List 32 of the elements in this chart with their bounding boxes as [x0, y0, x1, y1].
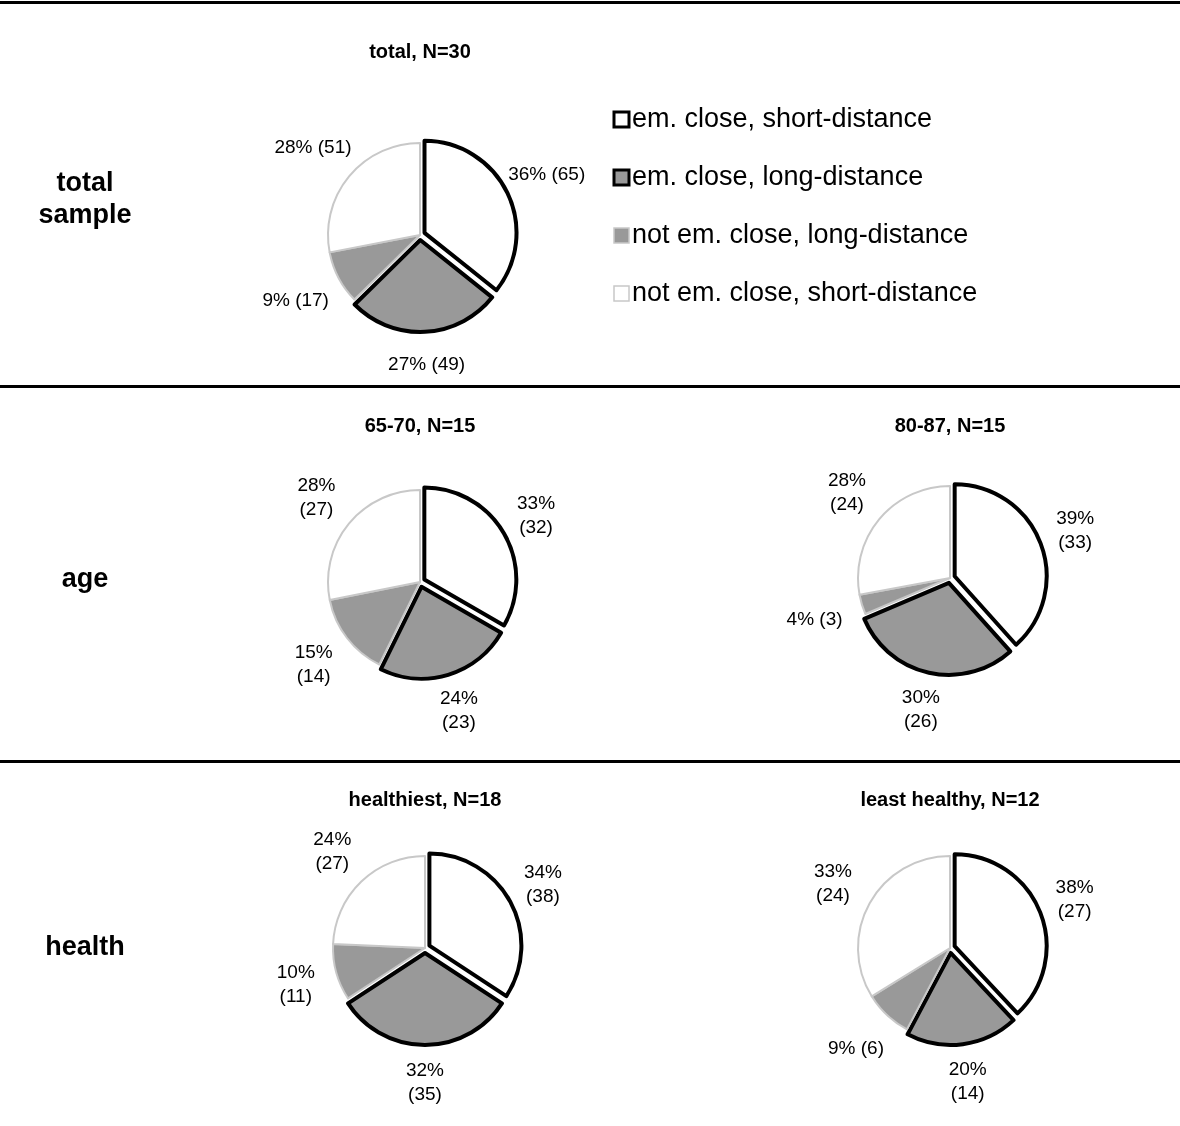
data-label: 20% (14): [948, 1057, 987, 1103]
data-label: 33% (32): [517, 492, 556, 537]
chart-title: healthiest, N=18: [348, 788, 502, 810]
legend-label: em. close, short-distance: [632, 103, 933, 134]
text: age: [61, 563, 109, 594]
data-label: 30% (26): [901, 685, 940, 731]
data-label: 28% (24): [827, 469, 867, 515]
data-label: 27% (49): [388, 352, 466, 374]
data-label: 32% (35): [405, 1059, 445, 1104]
data-label: 15% (14): [294, 640, 333, 686]
text: health: [45, 931, 125, 962]
data-label: 24% (23): [439, 687, 479, 733]
data-label: 34% (38): [523, 861, 563, 907]
data-label: 33% (24): [813, 859, 853, 905]
data-label: 28% (27): [297, 473, 336, 519]
data-label: 4% (3): [786, 607, 843, 629]
chart-title: 65-70, N=15: [364, 414, 476, 436]
data-label: 39% (33): [1056, 507, 1095, 553]
data-label: 10% (11): [276, 960, 315, 1006]
legend-label: not em. close, long-distance: [632, 219, 969, 250]
legend-label: em. close, long-distance: [632, 161, 924, 192]
data-label: 36% (65): [508, 162, 586, 184]
data-label: 9% (17): [262, 289, 329, 311]
text: total sample: [38, 167, 132, 230]
chart-title: least healthy, N=12: [860, 788, 1040, 810]
data-label: 38% (27): [1055, 875, 1094, 921]
legend-label: not em. close, short-distance: [632, 277, 978, 308]
chart-title: 80-87, N=15: [894, 414, 1006, 436]
data-label: 28% (51): [274, 135, 352, 157]
chart-title: total, N=30: [369, 40, 471, 62]
data-label: 24% (27): [313, 828, 352, 874]
data-label: 9% (6): [828, 1037, 884, 1059]
